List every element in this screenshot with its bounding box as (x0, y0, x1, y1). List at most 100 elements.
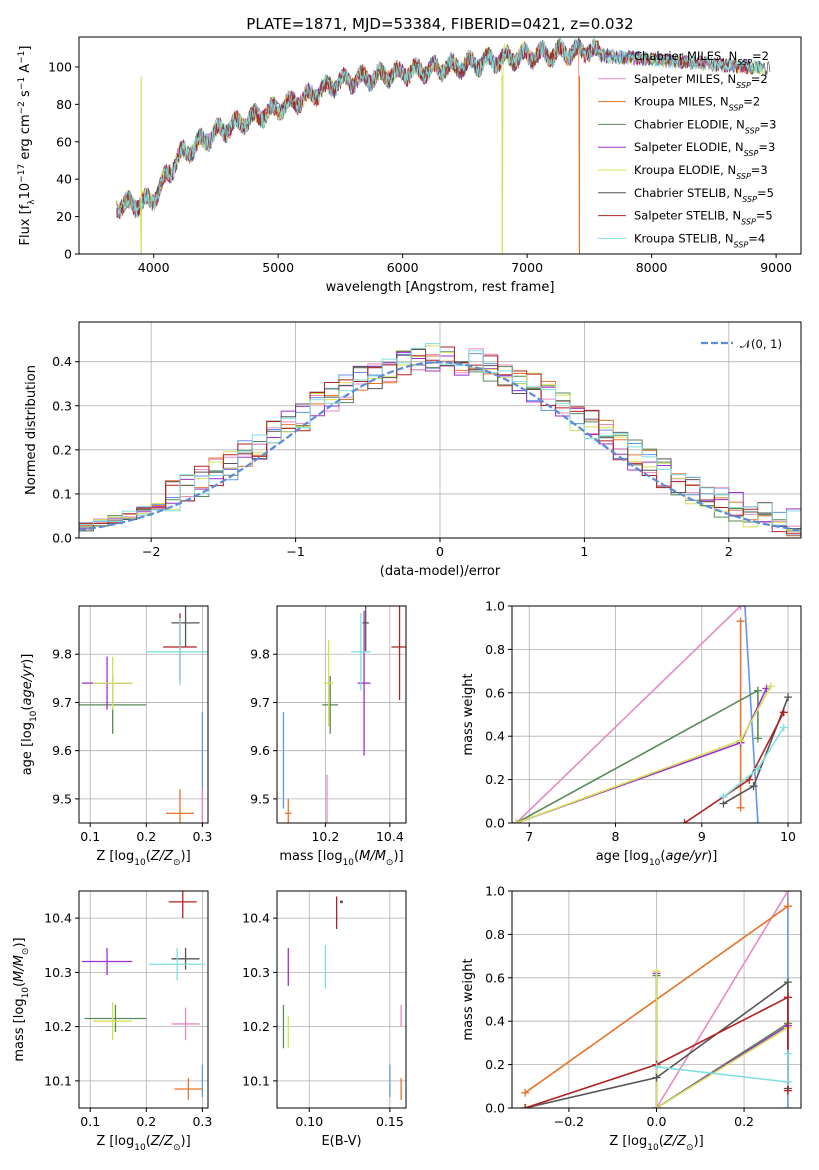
y-tick-label: 0.2 (52, 442, 72, 457)
spectrum-line-kroupa-elodie (116, 38, 764, 254)
x-tick-label: 9 (698, 829, 706, 844)
y-tick-label: 9.7 (250, 695, 270, 710)
series-marker (736, 606, 745, 610)
y-axis-label: mass weight (461, 673, 476, 755)
x-tick-label: 0.0 (647, 1114, 667, 1129)
y-tick-label: 10.4 (242, 911, 270, 926)
series-line-salpeter-miles (655, 891, 789, 1108)
y-axis-label: mass weight (461, 958, 476, 1040)
legend-label-chabrier-stelib: Chabrier STELIB, NSSP=5 (634, 186, 774, 204)
series-marker (745, 775, 754, 784)
x-tick-label: 6000 (387, 260, 419, 275)
y-tick-label: 40 (56, 172, 72, 187)
x-tick-label: 1 (580, 544, 588, 559)
x-tick-label: 5000 (262, 260, 294, 275)
y-tick-label: 1.0 (485, 884, 505, 899)
y-tick-label: 0.0 (485, 1101, 505, 1116)
y-tick-label: 9.6 (52, 743, 72, 758)
errorbar-chabrier-stelib (171, 947, 200, 970)
mw_vs_age-panel: 7 8 9 10 0.0 0.2 0.4 0.6 0.8 1.0 age [log10(age/yr… (461, 599, 802, 868)
y-tick-label: 0.2 (485, 1057, 505, 1072)
y-tick-label: 10.1 (44, 1073, 72, 1088)
legend-label-kroupa-elodie: Kroupa ELODIE, NSSP=3 (634, 163, 768, 181)
y-tick-label: 10.2 (242, 1019, 270, 1034)
spectrum-line-kroupa-miles (115, 38, 580, 254)
x-axis-label: Z [log10(Z/Z⊙)] (96, 1134, 190, 1153)
x-tick-label: 0.2 (136, 829, 156, 844)
y-tick-label: 10.2 (44, 1019, 72, 1034)
series-marker (753, 764, 762, 773)
series (512, 606, 793, 823)
series-marker (719, 792, 728, 801)
y-tick-label: 9.8 (250, 647, 270, 662)
x-tick-label: 8000 (636, 260, 668, 275)
y-tick-label: 9.6 (250, 743, 270, 758)
x-tick-label: 4000 (138, 260, 170, 275)
errorbar-salpeter-elodie (357, 610, 371, 756)
x-tick-label: 10.4 (376, 829, 404, 844)
series-marker (766, 682, 775, 691)
y-tick-label: 0.4 (485, 729, 505, 744)
series-marker (753, 819, 762, 823)
y-tick-label: 0.6 (485, 970, 505, 985)
errorbar-kroupa-stelib (351, 613, 371, 691)
y-tick-label: 100 (48, 59, 72, 74)
y-tick-label: 0.6 (485, 685, 505, 700)
y-tick-label: 9.8 (52, 647, 72, 662)
series-marker (652, 1104, 661, 1108)
errorbar-kroupa-miles (174, 1078, 203, 1100)
series-marker (783, 1077, 792, 1086)
y-tick-label: 0.0 (52, 531, 72, 546)
x-axis-label: mass [log10(M/M⊙)] (279, 849, 403, 868)
errorbar-kroupa-stelib (146, 618, 208, 686)
y-tick-label: 9.5 (250, 791, 270, 806)
y-axis-label: age [log10(age/yr)] (20, 654, 39, 776)
x-tick-label: 0 (436, 544, 444, 559)
series-marker (521, 1088, 530, 1097)
series-marker (753, 734, 762, 743)
errorbar-chabrier-elodie (84, 1004, 147, 1033)
series-marker (736, 617, 745, 626)
y-tick-label: 10.1 (242, 1073, 270, 1088)
errorbar-kroupa-elodie (93, 1002, 133, 1041)
mw_vs_Z-panel: −0.2 0.0 0.2 0.0 0.2 0.4 0.6 0.8 1.0 Z [log10(Z/Z… (461, 884, 802, 1153)
axes-frame (78, 605, 209, 824)
axes-frame (276, 890, 407, 1109)
age_vs_Z-panel: 0.1 0.2 0.3 9.5 9.6 9.7 9.8 Z [log10(Z/Z⊙)] age … (20, 605, 212, 868)
y-tick-label: 0.2 (485, 772, 505, 787)
axes-frame (276, 605, 407, 824)
y-tick-label: 10.3 (242, 965, 270, 980)
x-tick-label: 10 (780, 829, 796, 844)
y-tick-label: 0.3 (52, 398, 72, 413)
y-tick-label: 0.0 (485, 816, 505, 831)
y-axis-label: mass [log10(M/M⊙)] (12, 937, 31, 1061)
x-axis-label: wavelength [Angstrom, rest frame] (326, 280, 555, 295)
series-line-salpeter-miles (515, 606, 742, 823)
x-axis-label: E(B-V) (321, 1134, 361, 1149)
y-tick-label: 20 (56, 209, 72, 224)
x-tick-label: 0.2 (136, 1114, 156, 1129)
age_vs_mass-panel: 10.2 10.4 9.5 9.6 9.7 9.8 mass [log10(M/M⊙)] (250, 605, 407, 868)
x-tick-label: −0.2 (554, 1114, 584, 1129)
series-marker (736, 736, 745, 745)
y-tick-label: 60 (56, 134, 72, 149)
y-tick-label: 10.3 (44, 965, 72, 980)
series-marker (512, 819, 521, 823)
y-tick-label: 10.4 (44, 911, 72, 926)
x-tick-label: 7 (525, 829, 533, 844)
mass_vs_Z-panel: 0.1 0.2 0.3 10.1 10.2 10.3 10.4 Z [log10(Z/Z⊙)]… (12, 890, 212, 1153)
points (282, 896, 402, 1100)
series-marker (740, 606, 749, 610)
x-tick-label: −1 (286, 544, 304, 559)
series-marker (784, 693, 793, 702)
series-marker (779, 723, 788, 732)
axes-frame (511, 890, 802, 1109)
x-tick-label: 0.3 (192, 829, 212, 844)
series-marker (783, 891, 792, 895)
series-marker (736, 803, 745, 812)
y-tick-label: 9.5 (52, 791, 72, 806)
x-axis-label: Z [log10(Z/Z⊙)] (96, 849, 190, 868)
point-marker (340, 900, 343, 904)
y-tick-label: 0 (64, 247, 72, 262)
series-marker (652, 1073, 661, 1082)
